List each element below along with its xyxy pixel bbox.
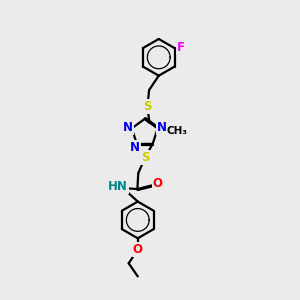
Text: CH₃: CH₃ [167,126,188,136]
Text: HN: HN [108,180,128,193]
Text: S: S [143,100,152,113]
Text: O: O [133,243,143,256]
Text: F: F [177,41,185,54]
Text: N: N [157,121,166,134]
Text: N: N [123,121,133,134]
Text: N: N [130,140,140,154]
Text: S: S [141,152,149,164]
Text: O: O [153,177,163,190]
